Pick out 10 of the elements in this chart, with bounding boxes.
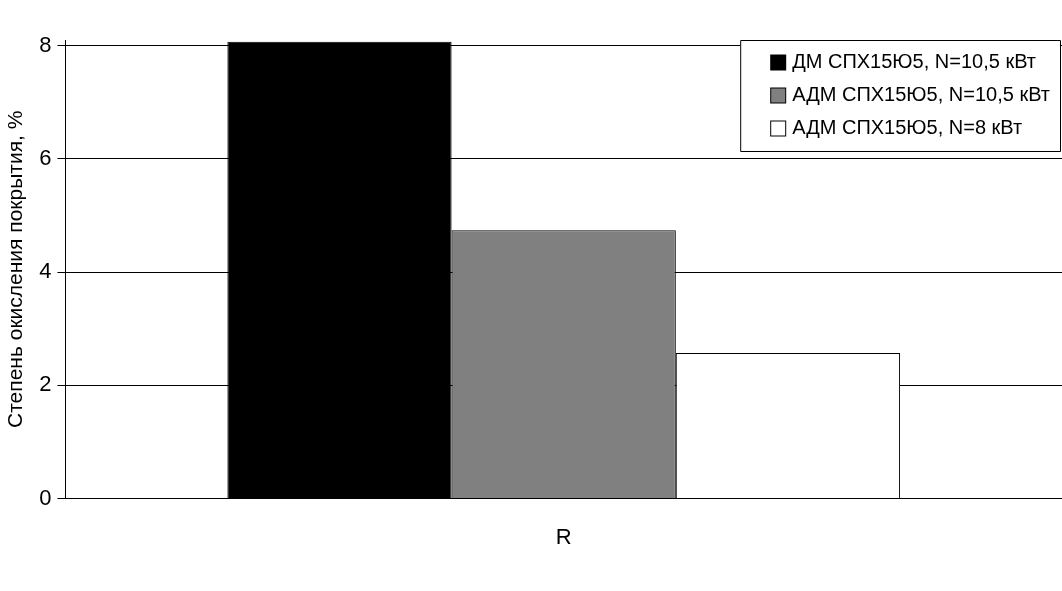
y-tick-label: 0 [39,484,52,510]
legend-label: АДМ СПХ15Ю5, N=8 кВт [792,116,1023,139]
x-tick-label: R [555,523,572,549]
y-axis-title: Степень окисления покрытия, % [3,110,27,428]
y-tick-label: 8 [39,31,52,57]
legend-label: АДМ СПХ15Ю5, N=10,5 кВт [792,83,1051,106]
y-tick-label: 2 [39,371,52,397]
y-tick-label: 4 [39,258,52,284]
legend-label: ДМ СПХ15Ю5, N=10,5 кВт [792,50,1037,73]
y-tick-label: 6 [39,144,52,170]
